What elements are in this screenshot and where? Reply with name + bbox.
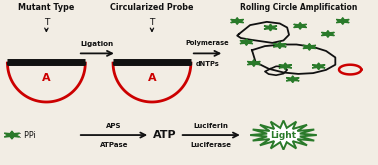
Text: T: T	[44, 18, 49, 27]
Polygon shape	[294, 23, 307, 29]
Text: A: A	[42, 73, 51, 83]
Text: : PPi: : PPi	[19, 131, 36, 140]
Polygon shape	[312, 63, 325, 70]
Text: ATPase: ATPase	[100, 142, 129, 148]
Text: Rolling Circle Amplification: Rolling Circle Amplification	[240, 3, 357, 12]
Polygon shape	[322, 31, 334, 37]
Polygon shape	[303, 44, 316, 50]
Text: Luciferin: Luciferin	[194, 123, 229, 129]
Text: Circularized Probe: Circularized Probe	[110, 3, 194, 12]
Polygon shape	[250, 120, 317, 150]
Text: ATP: ATP	[153, 130, 177, 140]
Text: A: A	[148, 73, 156, 83]
Polygon shape	[273, 42, 286, 49]
Polygon shape	[279, 63, 292, 70]
Text: Polymerase: Polymerase	[186, 40, 229, 46]
Text: Luciferase: Luciferase	[191, 142, 232, 148]
Polygon shape	[264, 24, 277, 31]
Text: APS: APS	[107, 123, 122, 129]
Text: Ligation: Ligation	[81, 41, 114, 47]
Text: Light: Light	[270, 131, 296, 140]
Polygon shape	[336, 18, 349, 24]
Polygon shape	[248, 60, 260, 66]
Polygon shape	[4, 131, 20, 139]
Text: T: T	[149, 18, 155, 27]
Polygon shape	[231, 18, 243, 24]
Polygon shape	[286, 76, 299, 82]
Text: Mutant Type: Mutant Type	[18, 3, 74, 12]
Text: dNTPs: dNTPs	[196, 61, 219, 67]
Polygon shape	[240, 39, 253, 45]
